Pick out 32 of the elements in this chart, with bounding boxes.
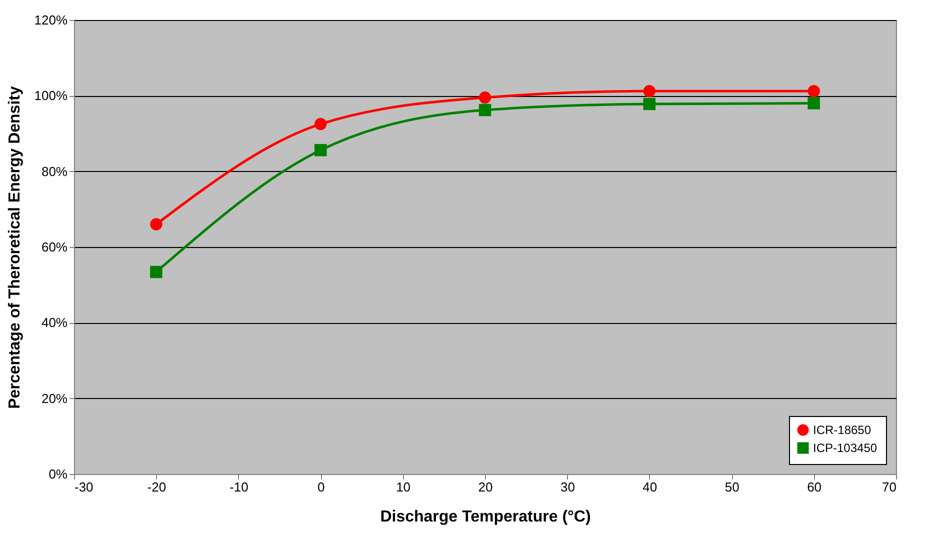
point (478, 104, 492, 116)
point (314, 144, 327, 156)
x-tick-label: 70 (882, 480, 896, 494)
x-tick-label: 20 (478, 480, 493, 494)
x-tick-label: -10 (230, 480, 248, 494)
x-tick-label: 30 (560, 480, 575, 494)
point (478, 91, 492, 104)
x-tick-label: 10 (396, 480, 411, 494)
point (808, 85, 820, 98)
y-tick-label: 120% (34, 12, 68, 28)
y-tick-label: 20% (41, 390, 68, 406)
point (150, 218, 162, 230)
y-tick-label: 0% (48, 466, 68, 482)
point (643, 85, 656, 98)
y-tick-label: 100% (34, 88, 68, 104)
y-tick-label: 60% (41, 240, 68, 254)
x-tick-label: 40 (642, 480, 658, 494)
point (150, 266, 162, 278)
x-tick-label: 0 (317, 480, 325, 494)
x-tick-label: 50 (724, 480, 740, 494)
x-tick-label: -20 (147, 480, 166, 494)
x-tick-label: 60 (807, 480, 822, 494)
x-tick-label: -30 (74, 480, 94, 494)
legend-label: ICP-103450 (813, 441, 878, 455)
point (808, 97, 820, 110)
legend-label: ICR-18650 (813, 423, 872, 437)
y-axis-title: Percentage of Theroretical Energy Density (6, 86, 24, 409)
point (314, 118, 327, 130)
y-tick-label: 40% (41, 315, 68, 330)
point (643, 98, 656, 110)
x-axis-title: Discharge Temperature (°C) (380, 508, 591, 526)
y-tick-label: 80% (41, 164, 68, 179)
